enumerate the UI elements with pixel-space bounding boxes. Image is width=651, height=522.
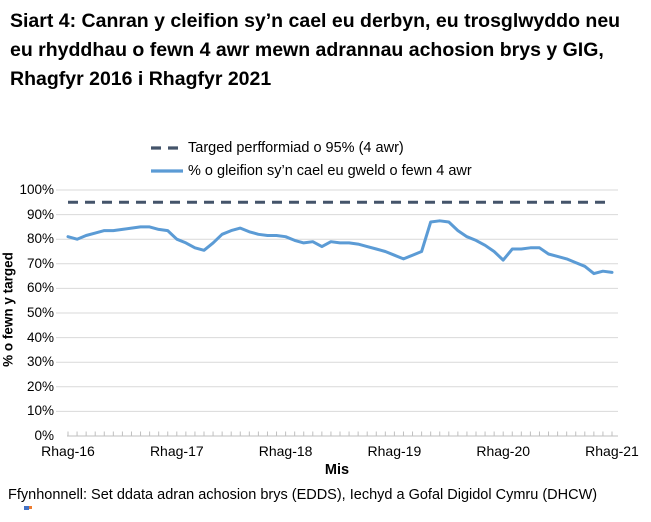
y-tick-label-50: 50%: [26, 305, 54, 320]
page-edge-artifact: [24, 506, 32, 510]
y-axis-title: % o fewn y targed: [0, 252, 16, 367]
x-tick-label-Rhag-18: Rhag-18: [258, 443, 313, 459]
x-tick-label-Rhag-19: Rhag-19: [367, 443, 422, 459]
series-line: [66, 219, 614, 276]
y-tick-label-90: 90%: [26, 206, 54, 222]
y-tick-label-0: 0%: [34, 428, 54, 443]
x-axis-title: Mis: [324, 462, 350, 478]
legend-item-series: % o gleifion sy’n cael eu gweld o fewn 4…: [150, 162, 472, 179]
y-tick-label-20: 20%: [26, 378, 54, 394]
y-tick-label-100: 100%: [19, 182, 54, 197]
source-note: Ffynhonnell: Set ddata adran achosion br…: [8, 487, 598, 503]
legend-label-series: % o gleifion sy’n cael eu gweld o fewn 4…: [188, 162, 472, 179]
y-tick-label-60: 60%: [26, 280, 54, 296]
y-tick-label-80: 80%: [26, 231, 54, 247]
chart-title: Siart 4: Canran y cleifion sy’n cael eu …: [10, 10, 621, 90]
legend: Targed perfformiad o 95% (4 awr) % o gle…: [150, 139, 472, 185]
x-tick-label-Rhag-21: Rhag-21: [585, 443, 639, 459]
y-tick-label-40: 40%: [26, 329, 54, 345]
x-tick-label-Rhag-16: Rhag-16: [41, 443, 95, 459]
y-tick-label-30: 30%: [26, 354, 54, 370]
y-tick-label-10: 10%: [26, 403, 54, 419]
x-tick-label-Rhag-17: Rhag-17: [149, 443, 204, 459]
artifact-orange-speck: [29, 506, 32, 509]
artifact-blue-speck: [24, 506, 29, 510]
y-tick-label-70: 70%: [26, 255, 54, 271]
target-line-marker-icon: [151, 145, 183, 150]
legend-label-target: Targed perfformiad o 95% (4 awr): [188, 139, 404, 156]
legend-item-target: Targed perfformiad o 95% (4 awr): [150, 139, 472, 156]
series-line-marker-icon: [151, 168, 183, 173]
x-tick-label-Rhag-20: Rhag-20: [476, 443, 531, 459]
